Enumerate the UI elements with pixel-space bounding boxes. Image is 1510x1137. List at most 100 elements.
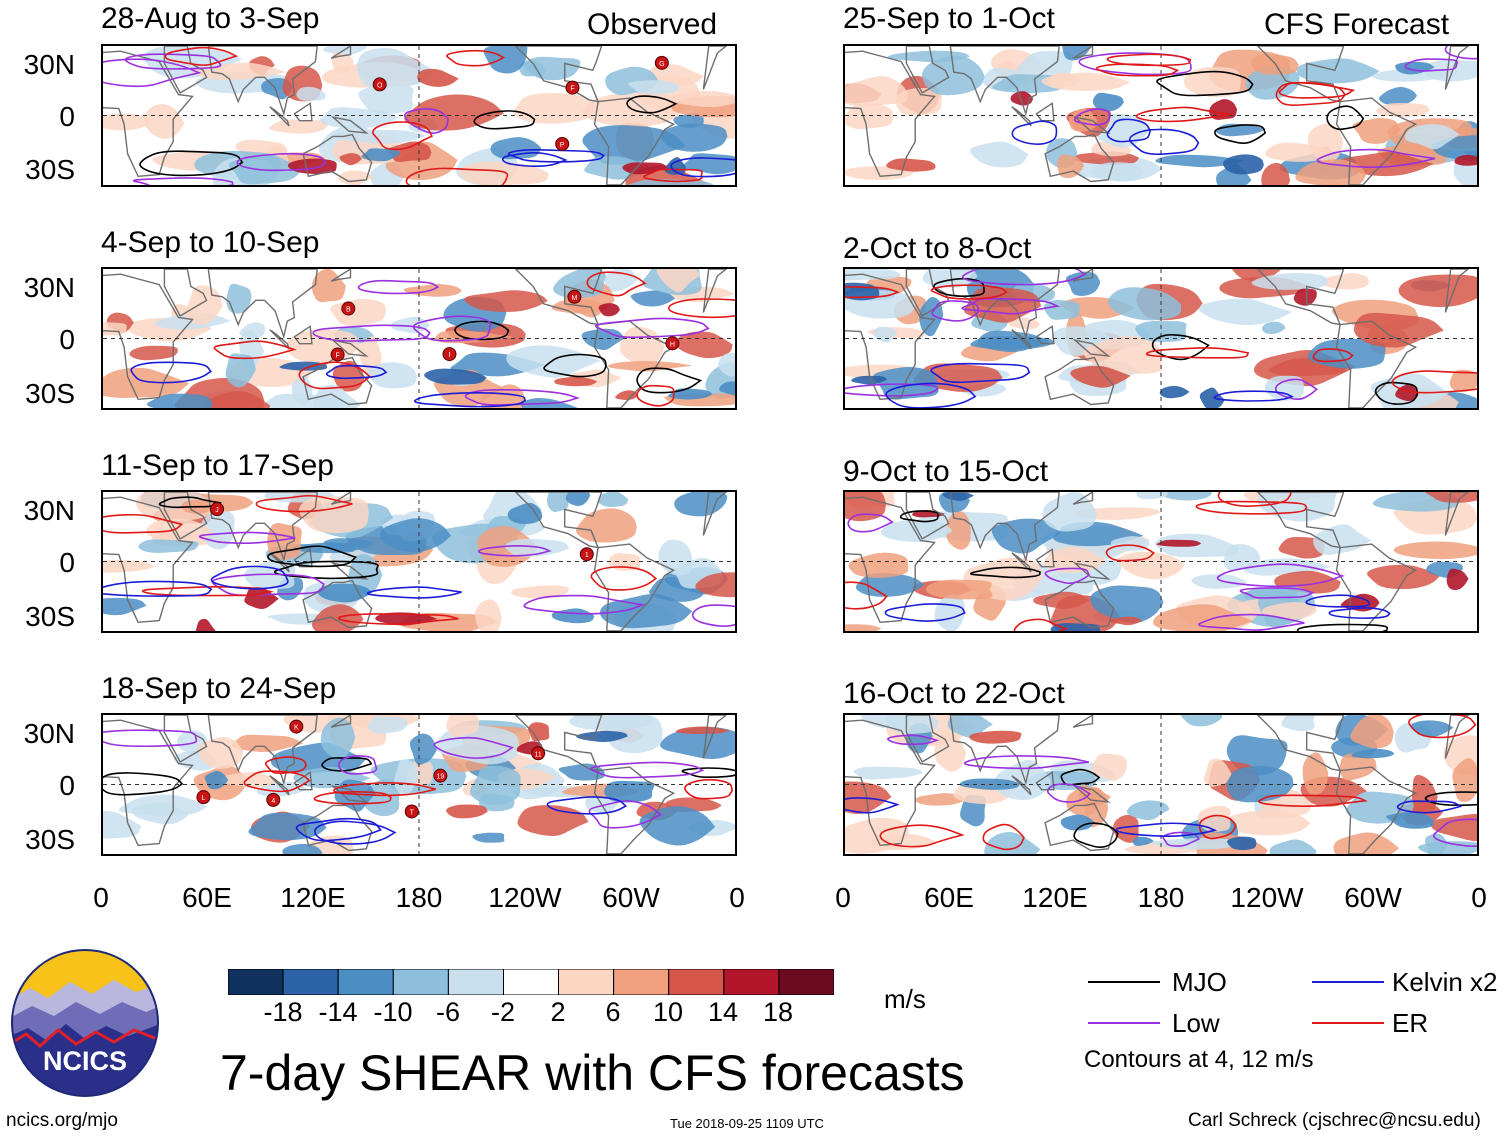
lon-right-120w: 120W — [1230, 882, 1304, 913]
coastline — [949, 492, 1060, 563]
shear-anomaly-core — [604, 780, 655, 803]
shear-anomaly-blob — [1393, 541, 1477, 560]
shear-anomaly-blob — [994, 760, 1052, 801]
shear-anomaly-core — [424, 368, 487, 385]
legend-line-low — [1088, 1022, 1160, 1024]
shear-anomaly-blob — [569, 715, 654, 730]
shear-anomaly-blob — [1245, 66, 1300, 100]
coastline — [1035, 771, 1055, 791]
coastline — [905, 715, 950, 763]
forecast-label: CFS Forecast — [1264, 8, 1450, 41]
lat-30s-row2: 30S — [25, 378, 75, 409]
coastline — [702, 46, 728, 90]
shear-anomaly-core — [551, 608, 595, 624]
main-title: 7-day SHEAR with CFS forecasts — [220, 1045, 965, 1101]
shear-anomaly-blob — [332, 360, 365, 392]
contour-er — [879, 824, 965, 848]
contour-low — [357, 279, 440, 295]
lon-left-60e: 60E — [182, 882, 232, 913]
shear-anomaly-core — [969, 730, 1022, 744]
shear-anomaly-blob — [628, 80, 680, 95]
coastline — [1072, 269, 1094, 282]
contour-er — [845, 285, 901, 299]
shear-anomaly-blob — [225, 353, 256, 388]
shear-anomaly-blob — [1042, 492, 1098, 532]
contour-low — [433, 736, 515, 759]
contour-er — [586, 271, 647, 297]
coastline — [1072, 562, 1111, 580]
contour-kelvin — [885, 382, 977, 408]
ncics-logo: NCICS — [11, 949, 159, 1097]
contour-er — [1275, 81, 1346, 106]
coastline — [103, 719, 194, 847]
shear-anomaly-blob — [358, 84, 414, 114]
shear-anomaly-core — [1222, 154, 1264, 175]
shear-anomaly-blob — [464, 290, 548, 312]
shear-anomaly-blob — [103, 560, 155, 573]
coastline — [1035, 102, 1055, 122]
coastline — [269, 106, 290, 127]
shear-anomaly-core — [886, 158, 936, 172]
shear-anomaly-blob — [1261, 162, 1291, 185]
shear-anomaly-blob — [1278, 536, 1325, 559]
contour-kelvin — [1305, 594, 1371, 608]
contour-er — [684, 778, 733, 800]
shear-anomaly-blob — [459, 161, 549, 185]
shear-anomaly-blob — [367, 716, 408, 734]
coastline — [949, 715, 1060, 786]
coastline — [1444, 715, 1470, 759]
coastline — [1072, 492, 1094, 505]
contour-mjo — [273, 560, 379, 580]
contour-low — [1073, 108, 1111, 126]
contour-er — [213, 340, 297, 360]
contour-er — [337, 613, 459, 626]
coastline — [1444, 492, 1470, 536]
lon-right-60e: 60E — [924, 882, 974, 913]
contour-kelvin — [1011, 120, 1058, 145]
shear-anomaly-core — [1070, 365, 1131, 388]
shear-anomaly-core — [317, 583, 373, 603]
coastline — [163, 492, 208, 540]
shear-anomaly-blob — [855, 572, 925, 597]
shear-anomaly-blob — [313, 384, 362, 408]
contour-low — [1044, 567, 1090, 585]
panel-title-obs-2: 4-Sep to 10-Sep — [101, 226, 320, 259]
contour-low — [887, 734, 940, 746]
shear-anomaly-blob — [1410, 720, 1454, 737]
storm-label: M — [571, 295, 577, 302]
shear-anomaly-core — [417, 68, 459, 87]
contour-kelvin — [295, 817, 382, 842]
contour-er — [1258, 794, 1368, 808]
shear-anomaly-blob — [226, 283, 252, 314]
heatmap-obs-4: 4 T 19 L 11 K — [103, 715, 735, 854]
shear-anomaly-blob — [1162, 492, 1212, 501]
shear-anomaly-blob — [1043, 299, 1080, 320]
shear-anomaly-blob — [1096, 113, 1149, 148]
storm-label: K — [294, 725, 299, 732]
contour-low — [464, 388, 581, 406]
shear-anomaly-blob — [1404, 124, 1460, 150]
shear-anomaly-core — [615, 390, 638, 401]
shear-anomaly-blob — [581, 328, 625, 350]
shear-anomaly-blob — [1340, 152, 1434, 177]
coastline — [949, 269, 1060, 340]
contour-kelvin — [366, 586, 462, 599]
shear-anomaly-core — [1293, 288, 1317, 306]
storm-marker: T — [404, 804, 419, 819]
contour-mjo — [139, 150, 244, 177]
coastline — [1256, 715, 1345, 772]
shear-anomaly-blob — [472, 832, 505, 843]
contour-er — [372, 121, 433, 151]
contour-er — [313, 791, 392, 805]
storm-label: F — [570, 86, 574, 93]
contour-kelvin — [501, 152, 568, 168]
lon-left-60w: 60W — [602, 882, 660, 913]
contour-er — [446, 49, 506, 67]
storm-label: I — [448, 352, 450, 359]
shear-anomaly-blob — [220, 772, 277, 788]
shear-anomaly-core — [361, 148, 400, 162]
shear-anomaly-core — [446, 804, 488, 819]
legend-line-mjo — [1088, 981, 1160, 983]
coastline — [845, 50, 936, 178]
lon-left-120w: 120W — [488, 882, 562, 913]
